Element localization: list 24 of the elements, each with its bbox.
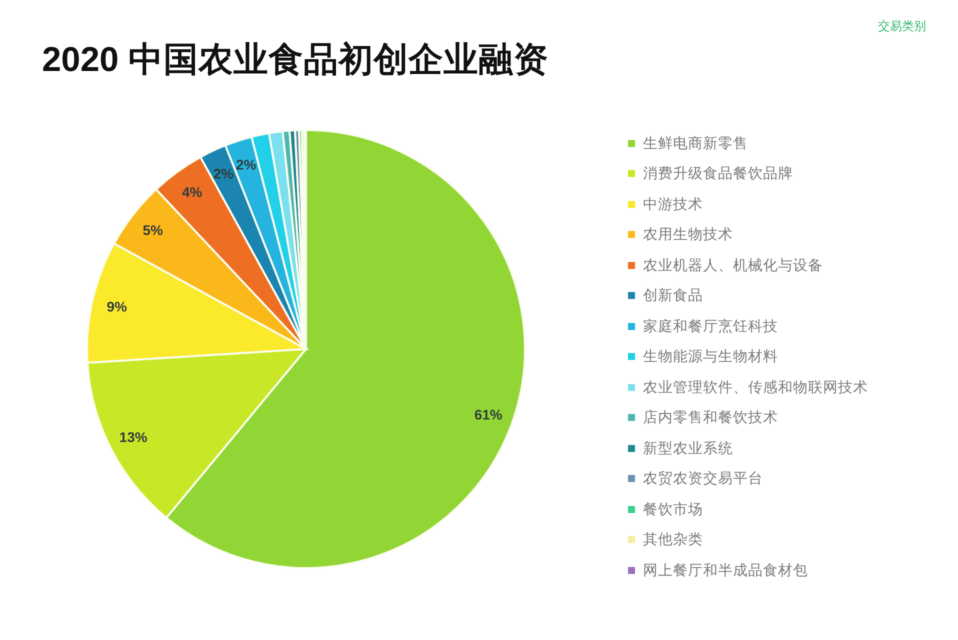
- data-label: 2%: [236, 156, 257, 173]
- legend-label: 家庭和餐厅烹饪科技: [643, 318, 778, 336]
- legend-title: 交易类别: [878, 18, 926, 35]
- data-label: 2%: [213, 166, 234, 182]
- legend-label: 农业管理软件、传感和物联网技术: [643, 378, 868, 397]
- legend-label: 创新食品: [643, 286, 703, 306]
- legend-label: 农用生物技术: [643, 226, 733, 244]
- legend-label: 农贸农资交易平台: [643, 470, 763, 488]
- legend-label: 网上餐厅和半成品食材包: [643, 562, 808, 580]
- legend-label: 生鲜电商新零售: [643, 134, 748, 153]
- data-label: 5%: [142, 222, 164, 238]
- legend-label: 餐饮市场: [643, 500, 703, 519]
- chart-title: 2020 中国农业食品初创企业融资: [42, 40, 548, 80]
- legend-label: 其他杂类: [643, 531, 703, 550]
- data-label: 61%: [474, 406, 503, 423]
- legend-label: 消费升级食品餐饮品牌: [643, 165, 793, 184]
- data-label: 4%: [182, 184, 203, 200]
- legend-label: 生物能源与生物材料: [643, 348, 778, 366]
- data-label: 9%: [106, 298, 128, 315]
- legend-label: 店内零售和餐饮技术: [643, 408, 778, 428]
- data-label: 13%: [119, 428, 148, 445]
- legend-label: 农业机器人、机械化与设备: [643, 256, 823, 275]
- legend-label: 中游技术: [643, 196, 703, 214]
- legend-label: 新型农业系统: [643, 440, 733, 458]
